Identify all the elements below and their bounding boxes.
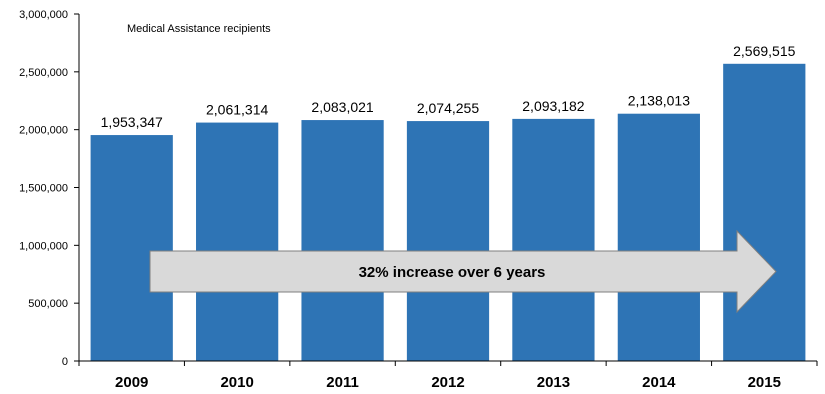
chart-subtitle: Medical Assistance recipients: [127, 23, 271, 35]
y-tick-label: 1,000,000: [19, 240, 68, 252]
y-tick-label: 2,000,000: [19, 125, 68, 137]
y-tick-label: 1,500,000: [19, 183, 68, 195]
bar-2015: [723, 63, 806, 362]
x-tick-label: 2011: [326, 374, 359, 391]
data-label: 1,953,347: [101, 114, 163, 130]
data-label: 2,061,314: [206, 102, 268, 118]
bar-2012: [406, 121, 490, 361]
y-axis: 0 500,000 1,000,000 1,500,000 2,000,000 2,500…: [19, 9, 80, 368]
bars-group: [90, 63, 806, 362]
increase-arrow: 32% increase over 6 years: [149, 229, 777, 314]
data-label: 2,569,515: [733, 43, 795, 59]
arrow-annotation-text: 32% increase over 6 years: [359, 264, 546, 281]
arrow-shape: [149, 229, 777, 314]
bar-2010: [196, 122, 279, 362]
data-label: 2,083,021: [311, 99, 373, 115]
bar-2013: [512, 118, 595, 362]
x-tick-label: 2015: [748, 374, 781, 391]
x-tick-label: 2013: [537, 374, 570, 391]
bar-2011: [301, 120, 384, 361]
x-tick-label: 2014: [642, 374, 676, 391]
bar-2014: [617, 113, 700, 362]
y-tick-label: 3,000,000: [19, 9, 68, 21]
x-axis: 2009 2010 2011 2012 2013 2014 2015: [78, 360, 818, 391]
y-tick-label: 2,500,000: [19, 67, 68, 79]
x-tick-label: 2009: [115, 374, 148, 391]
data-label: 2,074,255: [417, 100, 479, 116]
data-labels-group: 1,953,347 2,061,314 2,083,021 2,074,255 2,09…: [101, 43, 796, 130]
y-tick-label: 0: [62, 356, 68, 368]
x-tick-label: 2010: [220, 374, 253, 391]
data-label: 2,138,013: [628, 93, 690, 109]
data-label: 2,093,182: [522, 98, 584, 114]
bar-2009: [90, 135, 173, 361]
x-tick-label: 2012: [431, 374, 464, 391]
y-tick-label: 500,000: [28, 298, 68, 310]
